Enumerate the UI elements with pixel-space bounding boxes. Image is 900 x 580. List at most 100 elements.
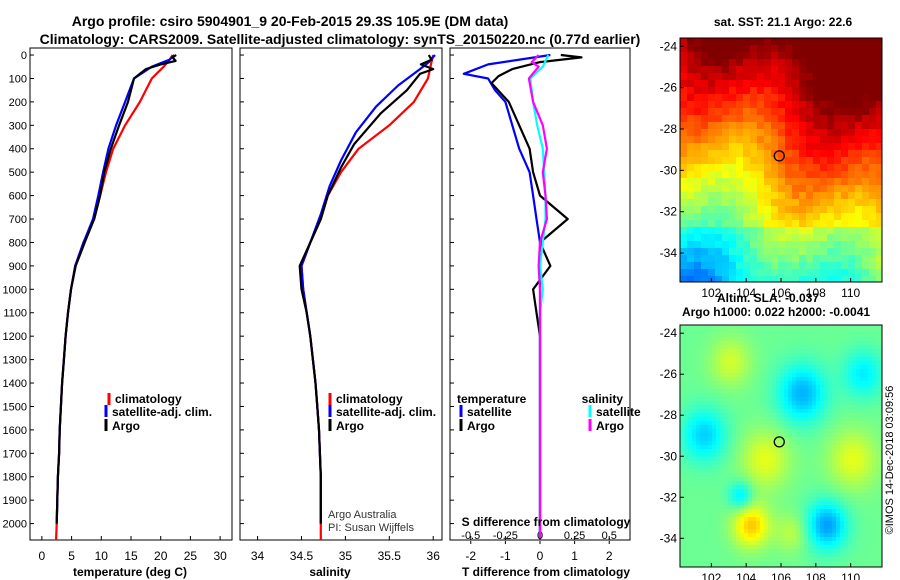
depth-tick-label: 600 [9,191,27,203]
map-cell [876,393,881,398]
map-cell [820,465,825,470]
map-cell [784,445,789,450]
map-cell [868,529,873,534]
map-cell [796,353,801,358]
map-cell [827,262,835,270]
map-cell [768,329,773,334]
map-cell [720,485,725,490]
map-cell [784,429,789,434]
map-cell [716,513,721,518]
map-cell [808,369,813,374]
map-cell [748,381,753,386]
map-cell [800,393,805,398]
legend-label-temp-satellite: satellite [467,405,512,419]
map-cell [792,199,800,207]
map-cell [692,549,697,554]
map-cell [792,445,797,450]
map-cell [740,397,745,402]
map-cell [784,553,789,558]
map-cell [764,417,769,422]
map-cell [708,529,713,534]
map-cell [880,373,882,378]
map-cell [816,453,821,458]
map-cell [836,325,841,330]
map-cell [722,45,730,53]
map-cell [820,545,825,550]
map-cell [720,541,725,546]
map-cell [855,136,863,144]
map-cell [852,561,857,566]
map-cell [824,485,829,490]
map-cell [804,521,809,526]
map-cell [684,441,689,446]
map-cell [756,381,761,386]
map-cell [806,94,814,102]
map-cell [780,401,785,406]
map-cell [804,417,809,422]
map-cell [856,461,861,466]
map-cell [844,561,849,566]
map-cell [684,497,689,502]
map-cell [860,325,865,330]
map-cell [804,389,809,394]
map-cell [760,541,765,546]
map-cell [748,477,753,482]
map-cell [860,549,865,554]
map-cell [806,38,814,46]
map-cell [724,497,729,502]
map-cell [696,345,701,350]
map-cell [864,357,869,362]
map-cell [720,481,725,486]
map-cell [788,381,793,386]
map-cell [869,255,877,263]
map-cell [804,393,809,398]
map-cell [836,353,841,358]
map-cell [856,441,861,446]
map-cell [776,421,781,426]
map-cell [696,497,701,502]
map-cell [848,441,853,446]
map-cell [680,157,688,165]
map-cell [856,505,861,510]
map-cell [744,481,749,486]
map-cell [876,80,882,88]
map-cell [704,553,709,558]
map-cell [700,557,705,562]
map-cell [768,389,773,394]
map-cell [808,477,813,482]
map-cell [804,385,809,390]
map-cell [743,59,751,67]
map-cell [764,477,769,482]
salinity-lines [298,54,436,540]
map-cell [834,185,842,193]
map-cell [692,529,697,534]
map-cell [736,341,741,346]
map-cell [812,545,817,550]
map-cell [743,234,751,242]
map-cell [800,525,805,530]
map-cell [704,457,709,462]
map-cell [840,513,845,518]
map-cell [868,337,873,342]
map-cell [788,385,793,390]
map-cell [778,94,786,102]
map-cell [876,171,882,179]
map-cell [757,227,765,235]
lat-tick-label: -32 [660,205,678,219]
map-cell [813,269,821,277]
map-cell [880,437,882,442]
map-cell [740,509,745,514]
map-cell [832,341,837,346]
map-cell [724,473,729,478]
map-cell [778,87,786,95]
map-cell [729,136,737,144]
map-cell [792,171,800,179]
map-cell [827,192,835,200]
map-cell [688,557,693,562]
map-cell [855,143,863,151]
map-cell [828,477,833,482]
map-cell [820,445,825,450]
map-cell [736,199,744,207]
map-cell [862,213,870,221]
map-cell [740,553,745,558]
